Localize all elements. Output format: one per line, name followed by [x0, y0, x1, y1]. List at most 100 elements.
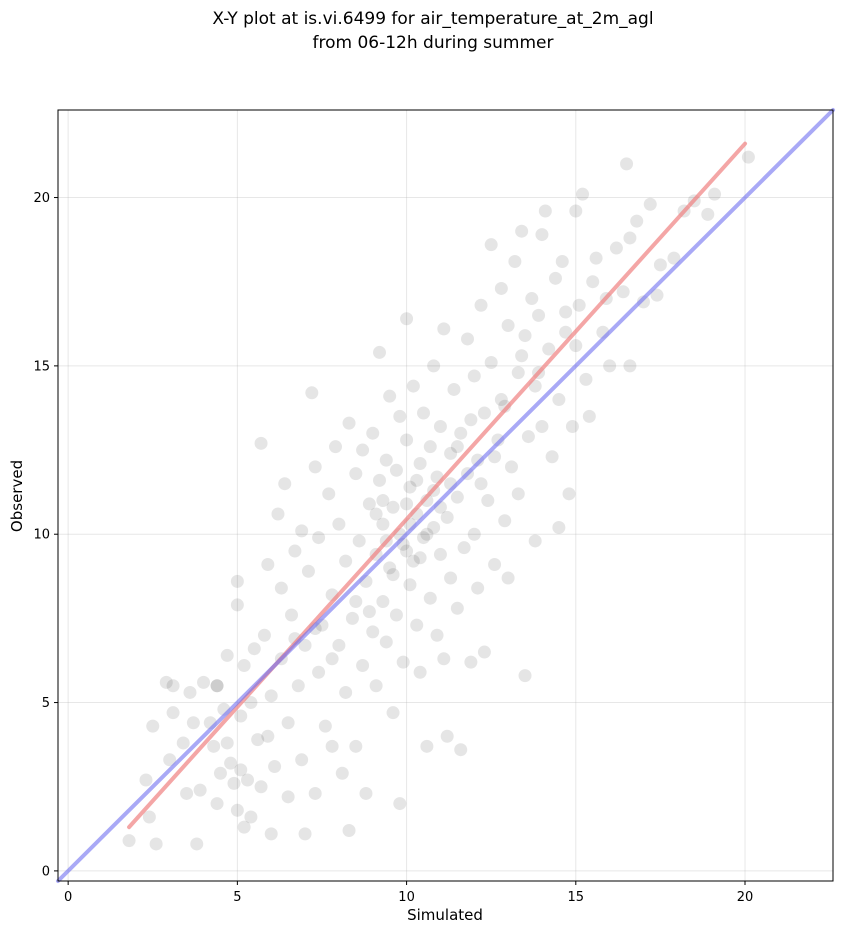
data-point	[268, 760, 282, 774]
data-point	[548, 271, 562, 285]
data-point	[254, 780, 268, 794]
data-point	[369, 507, 383, 521]
reference-line-2	[56, 108, 835, 883]
data-point	[393, 409, 407, 423]
data-point	[257, 628, 271, 642]
data-point	[484, 356, 498, 370]
data-point	[373, 473, 387, 487]
y-tick-label: 20	[33, 191, 50, 206]
data-point	[122, 834, 136, 848]
data-point	[356, 659, 370, 673]
data-point	[467, 369, 481, 383]
data-point	[197, 675, 211, 689]
plot-frame	[57, 109, 834, 882]
grid	[58, 110, 833, 881]
data-point	[146, 719, 160, 733]
data-point	[454, 743, 468, 757]
data-point	[281, 790, 295, 804]
data-point	[569, 339, 583, 353]
data-point	[264, 689, 278, 703]
data-point	[420, 527, 434, 541]
data-point	[176, 736, 190, 750]
data-point	[298, 827, 312, 841]
data-point	[471, 581, 485, 595]
data-point	[491, 433, 505, 447]
data-point	[701, 207, 715, 221]
data-point	[417, 531, 431, 545]
data-point	[565, 419, 579, 433]
data-point	[535, 419, 549, 433]
data-point	[356, 443, 370, 457]
data-point	[339, 554, 353, 568]
data-point	[241, 773, 255, 787]
data-point	[288, 544, 302, 558]
data-point	[342, 416, 356, 430]
data-point	[708, 187, 722, 201]
data-point	[210, 679, 224, 693]
data-point	[163, 753, 177, 767]
data-point	[488, 558, 502, 572]
data-point	[576, 187, 590, 201]
data-point	[220, 736, 234, 750]
data-point	[285, 608, 299, 622]
data-point	[464, 413, 478, 427]
data-point	[650, 288, 664, 302]
data-point	[349, 467, 363, 481]
reference-line-1	[127, 141, 748, 830]
data-point	[251, 733, 265, 747]
data-point	[525, 292, 539, 306]
data-point	[508, 255, 522, 269]
data-point	[383, 389, 397, 403]
data-point	[379, 453, 393, 467]
data-point	[444, 446, 458, 460]
data-point	[339, 685, 353, 699]
data-point	[389, 608, 403, 622]
data-point	[142, 810, 156, 824]
data-point	[186, 716, 200, 730]
x-tick-label: 10	[398, 890, 415, 905]
data-point	[329, 440, 343, 454]
data-point	[511, 487, 525, 501]
data-point	[542, 342, 556, 356]
data-point	[230, 574, 244, 588]
x-tick-label: 20	[737, 890, 754, 905]
data-point	[373, 345, 387, 359]
data-point	[552, 393, 566, 407]
data-point	[366, 625, 380, 639]
data-point	[301, 564, 315, 578]
data-point	[474, 477, 488, 491]
data-point	[474, 298, 488, 312]
data-point	[559, 305, 573, 319]
data-point	[406, 554, 420, 568]
data-point	[620, 157, 634, 171]
data-point	[504, 460, 518, 474]
data-point	[264, 827, 278, 841]
data-point	[437, 322, 451, 336]
y-tick-label: 10	[33, 528, 50, 543]
x-tick-label: 5	[233, 890, 241, 905]
data-point	[630, 214, 644, 228]
data-point	[308, 786, 322, 800]
data-point	[589, 251, 603, 265]
data-point	[559, 325, 573, 339]
data-point	[532, 308, 546, 322]
x-tick-label: 15	[568, 890, 585, 905]
data-point	[291, 679, 305, 693]
data-point	[433, 547, 447, 561]
data-point	[159, 675, 173, 689]
data-point	[450, 601, 464, 615]
data-point	[230, 803, 244, 817]
data-point	[450, 440, 464, 454]
data-point	[237, 820, 251, 834]
data-point	[501, 571, 515, 585]
data-point	[643, 197, 657, 211]
data-point	[271, 507, 285, 521]
data-point	[562, 487, 576, 501]
data-point	[166, 679, 180, 693]
data-point	[234, 763, 248, 777]
data-point	[149, 837, 163, 851]
data-point	[511, 366, 525, 380]
data-point	[332, 517, 346, 531]
data-point	[335, 766, 349, 780]
